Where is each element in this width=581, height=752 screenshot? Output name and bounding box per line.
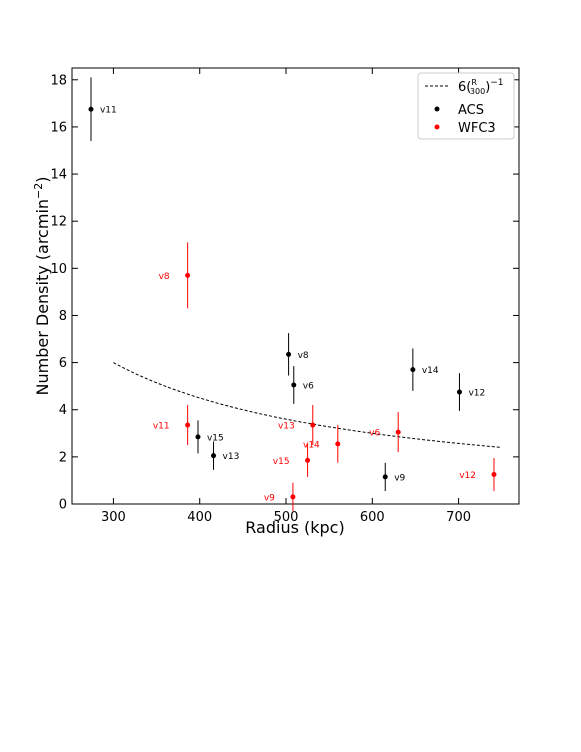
- point-label: v11: [100, 106, 117, 116]
- data-point: [382, 474, 388, 480]
- legend-wfc3-marker: [434, 124, 440, 130]
- x-axis-label: Radius (kpc): [245, 518, 344, 537]
- x-tick-label: 600: [360, 510, 385, 525]
- legend-wfc3-label: WFC3: [458, 121, 496, 136]
- point-label: v6: [303, 381, 314, 391]
- data-point: [185, 422, 191, 428]
- data-point: [195, 434, 201, 440]
- data-point: [185, 272, 191, 278]
- point-label: v12: [459, 471, 476, 481]
- y-tick-label: 16: [50, 120, 67, 135]
- y-tick-label: 2: [59, 450, 67, 465]
- data-point: [310, 422, 316, 428]
- data-point: [335, 441, 341, 447]
- model-curve-line: [113, 362, 501, 448]
- model-curve-layer: [113, 362, 501, 448]
- y-tick-label: 18: [50, 73, 67, 88]
- point-label: v9: [264, 493, 275, 503]
- point-label: v14: [303, 440, 320, 450]
- legend-box: [417, 72, 515, 140]
- data-point: [211, 453, 217, 459]
- point-label: v6: [369, 429, 380, 439]
- legend-acs-marker: [434, 106, 440, 112]
- y-tick-label: 0: [59, 498, 67, 513]
- data-point: [291, 382, 297, 388]
- x-tick-label: 400: [187, 510, 212, 525]
- x-tick-label: 300: [101, 510, 126, 525]
- y-axis-label: Number Density (arcmin−2): [32, 177, 52, 396]
- axis-ticks: 300 400 500 600 700 0 2 4 6 8 10 12 14 16 18: [50, 68, 519, 525]
- point-label: v12: [468, 389, 485, 399]
- data-point: [305, 457, 311, 463]
- data-point: [456, 389, 462, 395]
- point-label: v13: [278, 422, 295, 432]
- point-label: v8: [298, 351, 309, 361]
- legend-acs-label: ACS: [458, 103, 484, 118]
- point-label: v8: [159, 272, 170, 282]
- x-tick-label: 500: [274, 510, 299, 525]
- data-point: [88, 106, 94, 112]
- y-tick-label: 4: [59, 403, 67, 418]
- y-tick-label: 10: [50, 262, 67, 277]
- data-point: [410, 367, 416, 373]
- y-tick-label: 12: [50, 215, 67, 230]
- y-tick-label: 8: [59, 309, 67, 324]
- point-label: v15: [273, 457, 290, 467]
- y-tick-label: 6: [59, 356, 67, 371]
- point-label: v14: [422, 366, 439, 376]
- y-tick-label: 14: [50, 168, 67, 183]
- point-label: v11: [153, 422, 170, 432]
- data-point: [286, 351, 292, 357]
- data-point: [395, 429, 401, 435]
- data-point: [491, 472, 497, 478]
- point-label: v15: [207, 433, 224, 443]
- legend: 6(R 300)−1 ACS WFC3: [417, 72, 515, 140]
- point-label: v9: [394, 473, 405, 483]
- data-point: [290, 494, 296, 500]
- plot-frame: [71, 67, 520, 505]
- point-label: v13: [223, 452, 240, 462]
- points-layer: v11 v15 v13 v8 v6 v9 v14 v12 v8 v11 v9 v15 v13 v14 v6 v…: [88, 77, 497, 512]
- x-tick-label: 700: [446, 510, 471, 525]
